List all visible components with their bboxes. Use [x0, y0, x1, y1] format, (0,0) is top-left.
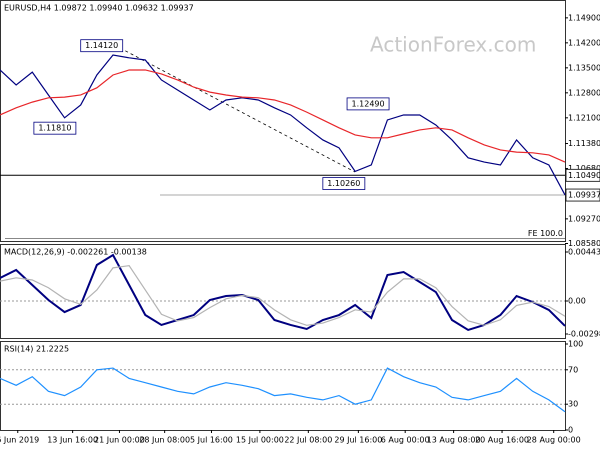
annotation-box: [322, 177, 366, 190]
annotation: 1.11810: [38, 124, 71, 133]
annotation: 1.12490: [352, 99, 385, 108]
y-tick-label: 0: [568, 426, 573, 435]
y-tick-label: 1.14200: [568, 38, 600, 47]
x-tick-label: 13 Jun 16:00: [47, 436, 98, 445]
x-tick-label: 5 Jul 16:00: [190, 436, 233, 445]
y-tick-label: 100: [568, 340, 583, 349]
x-tick-label: 28 Aug 00:00: [527, 436, 581, 445]
y-tick-label: 1.13500: [568, 63, 600, 72]
y-tick-label: 0.00: [568, 296, 586, 305]
panel-frame: [0, 244, 566, 339]
y-tick-label: 1.09270: [568, 214, 600, 223]
series-line: [0, 367, 566, 413]
y-tick-label: 0.004435: [568, 248, 600, 257]
x-tick-label: 28 Jun 08:00: [139, 436, 190, 445]
y-tick-label: 1.12100: [568, 113, 600, 122]
x-tick-label: 6 Aug 00:00: [381, 436, 430, 445]
annotation: 1.10260: [327, 179, 360, 188]
x-tick-label: 29 Jul 16:00: [334, 436, 382, 445]
series-line: [0, 54, 566, 196]
x-tick-label: 22 Jul 08:00: [284, 436, 332, 445]
panel-title: EURUSD,H4 1.09872 1.09940 1.09632 1.0993…: [4, 4, 194, 13]
panel-title: RSI(14) 21.2225: [4, 345, 69, 354]
annotation-box: [346, 97, 390, 111]
panel-title: MACD(12,26,9) -0.002261 -0.00138: [4, 248, 147, 257]
panel-frame: [0, 0, 566, 242]
x-tick-label: 20 Aug 16:00: [475, 436, 529, 445]
price-box: [565, 188, 600, 202]
y-tick-label: -0.002988: [568, 330, 600, 339]
x-tick-label: 6 Jun 2019: [0, 436, 39, 445]
y-tick-label: 1.12800: [568, 88, 600, 97]
y-tick-label: 30: [568, 400, 578, 409]
x-tick-label: 13 Aug 08:00: [427, 436, 481, 445]
annotation: 1.14120: [85, 41, 118, 50]
x-tick-label: 21 Jun 00:00: [94, 436, 145, 445]
price-label: 1.09937: [568, 191, 600, 200]
panel-frame: [0, 341, 566, 431]
price-box: [565, 168, 600, 182]
y-tick-label: 1.11380: [568, 139, 600, 148]
series-line: [0, 253, 566, 332]
x-tick-label: 15 Jul 00:00: [236, 436, 284, 445]
fe-label: FE 100.0: [528, 229, 563, 238]
series-line: [0, 69, 566, 163]
y-tick-label: 1.10680: [568, 164, 600, 173]
annotation-box: [80, 39, 124, 53]
annotation-box: [33, 121, 77, 135]
y-tick-label: 70: [568, 365, 578, 374]
price-label: 1.10490: [568, 171, 600, 180]
y-tick-label: 1.14900: [568, 13, 600, 22]
series-line: [0, 265, 566, 326]
y-tick-label: 1.08580: [568, 239, 600, 248]
watermark: ActionForex.com: [370, 33, 536, 57]
trend-line: [119, 47, 356, 173]
